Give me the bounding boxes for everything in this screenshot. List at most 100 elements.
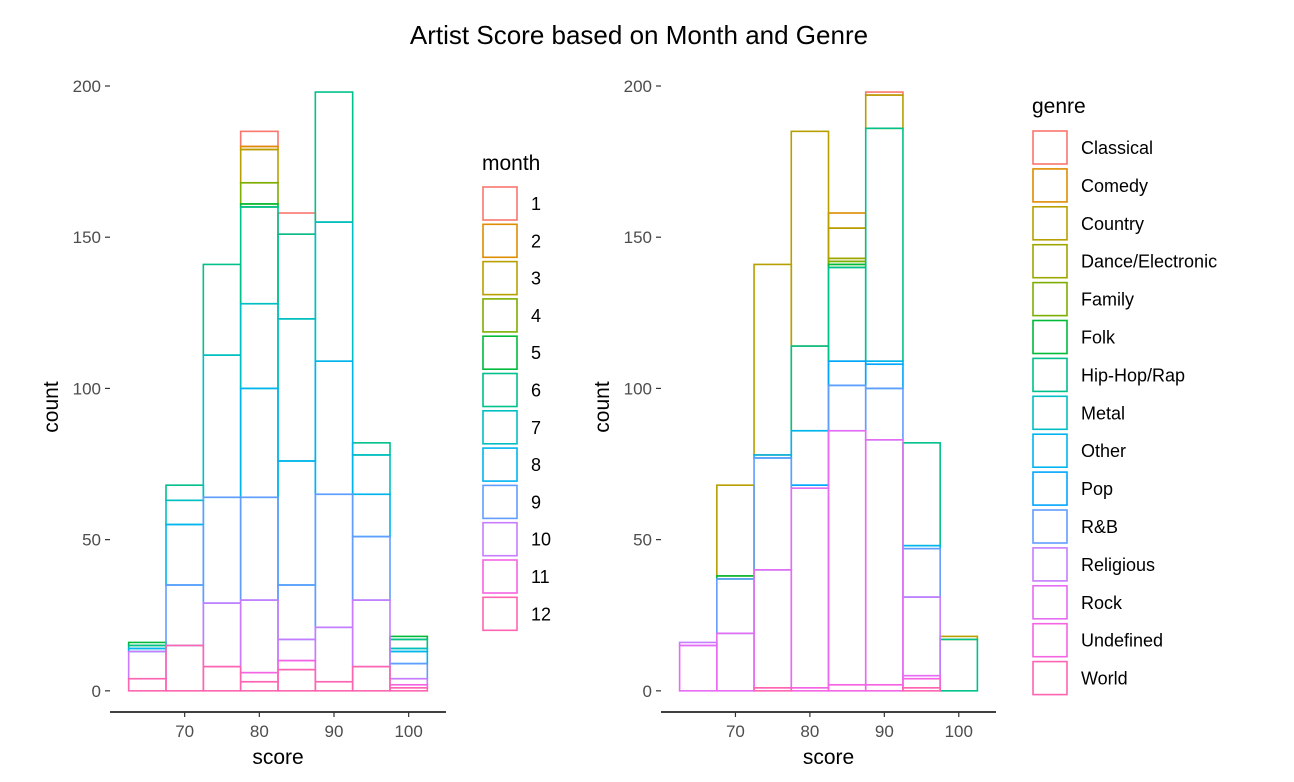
legend-label-7: 7 <box>531 418 541 438</box>
x-axis-title: score <box>252 746 303 769</box>
legend-swatch-pop <box>1032 471 1068 506</box>
legend-label-8: 8 <box>531 455 541 475</box>
bar-undefined-bin-4 <box>790 687 830 692</box>
bar-country-bin-6 <box>864 94 904 130</box>
legend-label-world: World <box>1081 669 1128 689</box>
bar-6-bin-5 <box>277 233 317 320</box>
bar-7-bin-6 <box>314 221 354 362</box>
bar-9-bin-2 <box>165 584 205 647</box>
legend-swatch-other <box>1032 433 1068 469</box>
bar-8-bin-4 <box>239 387 279 499</box>
bar-r-b-bin-2 <box>716 578 755 635</box>
x-tick-label: 100 <box>945 722 973 741</box>
bar-rock-bin-5 <box>827 429 867 686</box>
x-axis-title: score <box>803 746 854 769</box>
legend-label-religious: Religious <box>1081 555 1155 575</box>
bar-12-bin-1 <box>127 677 167 692</box>
y-axis-title: count <box>40 381 63 433</box>
bar-pop-bin-5 <box>827 360 867 387</box>
bar-world-bin-7 <box>902 687 941 692</box>
y-axis-title: count <box>591 381 614 433</box>
legend-label-undefined: Undefined <box>1081 631 1163 651</box>
bar-rock-bin-2 <box>716 632 755 692</box>
x-tick-label: 70 <box>726 722 745 741</box>
bar-9-bin-8 <box>389 662 429 680</box>
legend-label-hip-hop-rap: Hip-Hop/Rap <box>1081 365 1185 385</box>
legend-label-comedy: Comedy <box>1081 176 1148 196</box>
legend-label-6: 6 <box>531 381 541 401</box>
bar-6-bin-7 <box>351 442 391 456</box>
legend-label-family: Family <box>1081 290 1134 310</box>
bar-7-bin-3 <box>202 354 242 499</box>
y-tick-label: 100 <box>624 379 652 398</box>
x-tick-label: 100 <box>394 722 422 741</box>
bar-7-bin-5 <box>277 318 317 462</box>
legend-label-classical: Classical <box>1081 138 1153 158</box>
legend: genre Classical Comedy Country Dance/Electro… <box>1032 95 1217 696</box>
bar-9-bin-7 <box>351 535 391 601</box>
bar-1-bin-5 <box>277 212 317 235</box>
legend-label-r-b: R&B <box>1081 517 1118 537</box>
bar-10-bin-1 <box>127 650 167 680</box>
legend-swatch-hip-hop-rap <box>1032 357 1068 393</box>
legend-label-country: Country <box>1081 214 1144 234</box>
legend-swatch-1 <box>482 186 518 221</box>
bar-r-b-bin-6 <box>864 387 904 441</box>
bar-12-bin-2 <box>165 644 205 692</box>
bar-rock-bin-4 <box>790 487 830 689</box>
bar-rock-bin-1 <box>678 644 718 692</box>
y-tick-label: 0 <box>643 682 652 701</box>
legend-label-3: 3 <box>531 269 541 289</box>
x-tick-label: 90 <box>325 722 344 741</box>
bar-other-bin-4 <box>790 429 830 486</box>
bar-rock-bin-3 <box>753 569 793 689</box>
legend-swatch-r-b <box>1032 509 1068 544</box>
legend-label-metal: Metal <box>1081 403 1125 423</box>
bar-r-b-bin-7 <box>902 547 941 598</box>
legend-label-9: 9 <box>531 492 541 512</box>
bar-4-bin-4 <box>239 181 279 205</box>
bar-1-bin-4 <box>239 130 279 148</box>
bar-8-bin-8 <box>389 650 429 665</box>
bar-comedy-bin-5 <box>827 212 867 229</box>
bar-6-bin-2 <box>165 484 205 502</box>
bar-8-bin-6 <box>314 360 354 496</box>
y-tick-label: 150 <box>73 228 101 247</box>
legend-label-folk: Folk <box>1081 328 1116 348</box>
legend-label-10: 10 <box>531 530 551 550</box>
bar-7-bin-7 <box>351 454 391 496</box>
legend-label-2: 2 <box>531 231 541 251</box>
bar-r-b-bin-5 <box>827 384 867 432</box>
histogram-bars <box>678 91 979 692</box>
bar-10-bin-7 <box>351 599 391 668</box>
legend-swatch-4 <box>482 298 518 333</box>
legend-swatch-country <box>1032 206 1068 241</box>
legend-swatch-6 <box>482 372 518 408</box>
bar-11-bin-4 <box>239 671 279 683</box>
bar-country-bin-2 <box>716 484 755 577</box>
bar-12-bin-7 <box>351 665 391 692</box>
legend-swatch-11 <box>482 559 518 594</box>
bar-11-bin-5 <box>277 659 317 671</box>
legend-swatch-family <box>1032 281 1068 317</box>
legend-swatch-5 <box>482 335 518 371</box>
bar-6-bin-4 <box>239 206 279 305</box>
legend-label-1: 1 <box>531 194 541 214</box>
legend-swatch-comedy <box>1032 168 1068 203</box>
bar-country-bin-5 <box>827 227 867 260</box>
bar-country-bin-3 <box>753 263 793 456</box>
bar-country-bin-4 <box>790 130 830 347</box>
x-tick-label: 80 <box>800 722 819 741</box>
legend-label-4: 4 <box>531 306 541 326</box>
legend-swatch-world <box>1032 660 1068 696</box>
genre-histogram-panel: 70 80 90 100 0 50 100 150 200 score count genre Clas… <box>591 77 1217 769</box>
legend-swatch-rock <box>1032 584 1068 620</box>
y-tick-label: 200 <box>73 77 101 96</box>
bar-world-bin-3 <box>753 687 793 692</box>
bar-hip-hop-rap-bin-6 <box>864 127 904 362</box>
bar-8-bin-7 <box>351 493 391 538</box>
y-tick-label: 50 <box>633 531 652 550</box>
legend-swatch-8 <box>482 447 518 482</box>
